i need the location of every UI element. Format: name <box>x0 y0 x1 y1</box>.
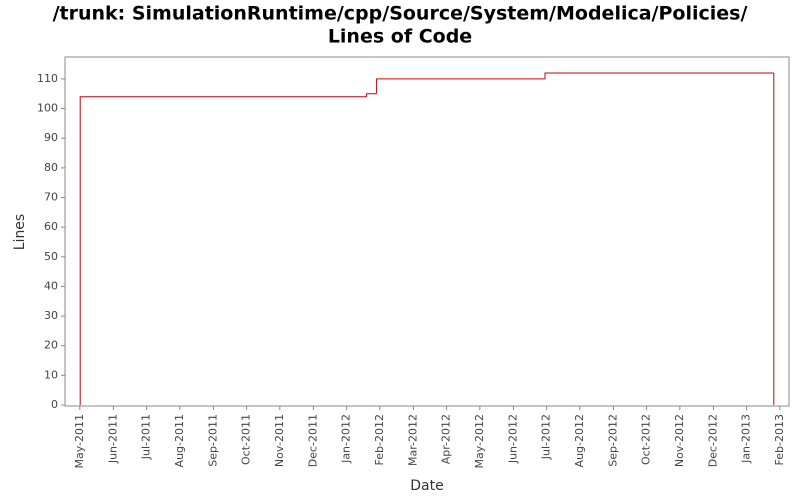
x-tick-label: May-2011 <box>73 414 86 469</box>
x-tick-label: Jun-2011 <box>106 414 119 464</box>
x-tick-label: Aug-2011 <box>173 414 186 467</box>
x-tick-label: Jul-2011 <box>140 414 153 460</box>
x-axis-label: Date <box>410 478 443 494</box>
x-tick-label: Dec-2011 <box>306 414 319 467</box>
y-tick-label: 80 <box>44 161 58 174</box>
x-tick-label: Jan-2012 <box>340 414 353 464</box>
y-axis-label: Lines <box>12 214 28 250</box>
step-line <box>544 72 774 79</box>
step-line <box>376 78 545 94</box>
plot-area <box>64 56 790 407</box>
chart-title: /trunk: SimulationRuntime/cpp/Source/Sys… <box>53 3 748 25</box>
y-tick-label: 30 <box>44 309 58 322</box>
y-tick-label: 10 <box>44 368 58 381</box>
x-tick-label: Jun-2012 <box>506 414 519 464</box>
x-tick-label: Sep-2011 <box>206 414 219 467</box>
y-tick-label: 40 <box>44 279 58 292</box>
chart-title: Lines of Code <box>328 26 472 48</box>
y-tick-label: 50 <box>44 250 58 263</box>
step-line <box>366 93 377 97</box>
y-tick-label: 100 <box>37 102 58 115</box>
y-tick-label: 90 <box>44 131 58 144</box>
x-tick-label: Apr-2012 <box>440 414 453 464</box>
x-tick-label: Mar-2012 <box>406 414 419 466</box>
x-tick-label: Aug-2012 <box>573 414 586 467</box>
x-tick-label: Feb-2013 <box>773 414 786 465</box>
x-tick-label: Oct-2011 <box>240 414 253 465</box>
y-tick-label: 20 <box>44 339 58 352</box>
x-tick-label: Dec-2012 <box>706 414 719 467</box>
x-tick-label: Jul-2012 <box>540 414 553 460</box>
y-tick-label: 110 <box>37 72 58 85</box>
x-tick-label: May-2012 <box>473 414 486 469</box>
x-tick-label: Sep-2012 <box>606 414 619 467</box>
y-tick-label: 60 <box>44 220 58 233</box>
x-tick-label: Oct-2012 <box>640 414 653 465</box>
step-line <box>79 96 367 405</box>
x-tick-label: Nov-2011 <box>273 414 286 467</box>
x-tick-label: Feb-2012 <box>373 414 386 465</box>
y-tick-label: 0 <box>51 398 58 411</box>
x-tick-label: Jan-2013 <box>740 414 753 464</box>
y-tick-label: 70 <box>44 191 58 204</box>
x-tick-label: Nov-2012 <box>673 414 686 467</box>
